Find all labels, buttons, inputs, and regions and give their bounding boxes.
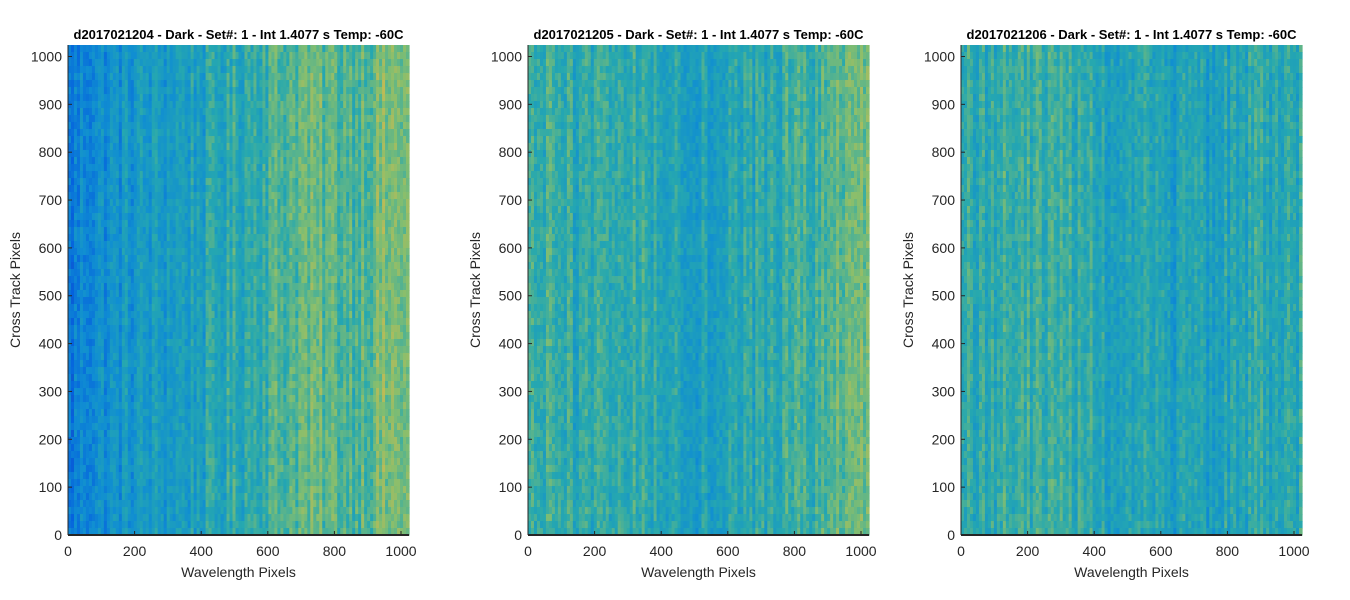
x-tick-label: 1000 [1278, 543, 1309, 559]
y-axis-label: Cross Track Pixels [900, 232, 916, 348]
y-tick-label: 200 [499, 431, 523, 447]
y-tick-label: 100 [39, 479, 63, 495]
y-tick-label: 700 [39, 192, 63, 208]
y-tick-label: 900 [932, 96, 956, 112]
heatmap-image [528, 45, 870, 536]
y-tick-label: 500 [39, 288, 63, 304]
chart-2: 0 200 400 600 800 1000 0 100 200 300 400 500 600 700 8… [467, 27, 877, 580]
x-tick-label: 200 [1016, 543, 1040, 559]
x-tick-label: 1000 [845, 543, 876, 559]
y-tick-label: 300 [39, 383, 63, 399]
y-tick-label: 700 [932, 192, 956, 208]
x-axis-label: Wavelength Pixels [181, 564, 296, 580]
heatmap-image [68, 45, 410, 536]
y-tick-label: 300 [499, 383, 523, 399]
y-axis-label: Cross Track Pixels [467, 232, 483, 348]
y-tick-label: 1000 [491, 48, 522, 64]
chart-3: 0 200 400 600 800 1000 0 100 200 300 400 500 600 700 8… [900, 27, 1310, 580]
x-tick-label: 1000 [385, 543, 416, 559]
y-tick-label: 500 [932, 288, 956, 304]
heatmap-image [961, 45, 1303, 536]
y-tick-label: 400 [39, 336, 63, 352]
x-tick-label: 200 [123, 543, 147, 559]
x-tick-label: 0 [524, 543, 532, 559]
y-tick-label: 100 [499, 479, 523, 495]
x-tick-label: 400 [1083, 543, 1107, 559]
x-tick-label: 600 [1149, 543, 1173, 559]
x-tick-label: 800 [783, 543, 807, 559]
y-tick-label: 600 [39, 240, 63, 256]
y-tick-label: 400 [932, 336, 956, 352]
y-tick-label: 900 [499, 96, 523, 112]
y-tick-label: 300 [932, 383, 956, 399]
chart-title: d2017021206 - Dark - Set#: 1 - Int 1.407… [967, 27, 1298, 42]
x-axis-label: Wavelength Pixels [1074, 564, 1189, 580]
y-tick-label: 100 [932, 479, 956, 495]
y-tick-label: 800 [932, 144, 956, 160]
chart-1: 0 200 400 600 800 1000 0 100 200 300 400 500 600 700 8… [7, 27, 417, 580]
x-tick-label: 0 [64, 543, 72, 559]
x-tick-label: 400 [190, 543, 214, 559]
y-tick-label: 1000 [924, 48, 955, 64]
chart-title: d2017021205 - Dark - Set#: 1 - Int 1.407… [534, 27, 865, 42]
x-tick-label: 400 [650, 543, 674, 559]
y-tick-label: 600 [499, 240, 523, 256]
y-tick-label: 1000 [31, 48, 62, 64]
y-tick-label: 800 [499, 144, 523, 160]
y-tick-label: 400 [499, 336, 523, 352]
chart-title: d2017021204 - Dark - Set#: 1 - Int 1.407… [74, 27, 405, 42]
x-tick-label: 800 [1216, 543, 1240, 559]
y-tick-label: 900 [39, 96, 63, 112]
x-tick-label: 600 [256, 543, 280, 559]
y-tick-label: 0 [54, 527, 62, 543]
y-tick-label: 0 [947, 527, 955, 543]
x-tick-label: 200 [583, 543, 607, 559]
y-tick-label: 0 [514, 527, 522, 543]
y-tick-label: 700 [499, 192, 523, 208]
y-axis-label: Cross Track Pixels [7, 232, 23, 348]
y-tick-label: 800 [39, 144, 63, 160]
x-tick-label: 0 [957, 543, 965, 559]
y-tick-label: 600 [932, 240, 956, 256]
x-tick-label: 600 [716, 543, 740, 559]
y-tick-label: 200 [39, 431, 63, 447]
y-tick-label: 200 [932, 431, 956, 447]
x-axis-label: Wavelength Pixels [641, 564, 756, 580]
y-tick-label: 500 [499, 288, 523, 304]
x-tick-label: 800 [323, 543, 347, 559]
